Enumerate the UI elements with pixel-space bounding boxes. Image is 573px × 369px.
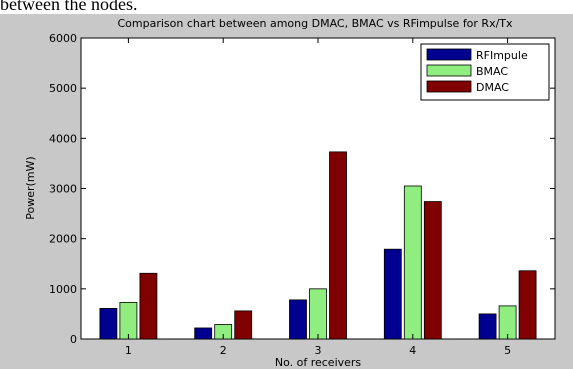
preceding-text: between the nodes. [0, 0, 138, 14]
y-tick-label: 5000 [49, 82, 77, 95]
x-tick-label: 5 [504, 344, 511, 357]
y-axis-label: Power(mW) [24, 156, 37, 219]
legend-swatch-bmac [426, 64, 472, 77]
bar-rfimpule-4 [383, 248, 402, 340]
y-axis: 0 1000 2000 3000 4000 5000 6000 [49, 32, 555, 346]
bars-group [99, 151, 537, 340]
x-tick-label: 2 [220, 344, 227, 357]
bar-bmac-4 [403, 185, 422, 340]
legend-label-dmac: DMAC [476, 81, 509, 94]
bar-rfimpule-5 [478, 313, 497, 340]
x-tick-label: 4 [409, 344, 416, 357]
legend-swatch-rfimpule [426, 48, 472, 61]
legend-label-bmac: BMAC [476, 65, 508, 78]
chart-title: Comparison chart between among DMAC, BMA… [117, 17, 513, 30]
x-axis: 1 2 3 4 5 [125, 38, 511, 357]
x-tick-label: 1 [125, 344, 132, 357]
bar-dmac-3 [329, 151, 347, 340]
y-tick-label: 0 [70, 333, 77, 346]
bar-dmac-1 [139, 272, 158, 340]
bar-rfimpule-3 [289, 299, 307, 340]
y-tick-label: 4000 [49, 132, 77, 145]
bar-bmac-1 [119, 301, 138, 340]
bar-rfimpule-1 [99, 307, 118, 340]
legend-swatch-dmac [426, 80, 472, 93]
legend-label-rfimpule: RFImpule [476, 49, 528, 62]
bar-bmac-3 [309, 288, 327, 340]
y-tick-label: 1000 [49, 283, 77, 296]
bar-dmac-2 [234, 310, 253, 340]
bar-dmac-5 [518, 270, 537, 340]
x-axis-label: No. of receivers [275, 356, 362, 369]
bar-rfimpule-2 [194, 327, 213, 340]
legend: RFImpule BMAC DMAC [420, 43, 550, 101]
bar-dmac-4 [423, 201, 442, 340]
y-tick-label: 2000 [49, 233, 77, 246]
y-tick-label: 3000 [49, 183, 77, 196]
x-tick-label: 3 [315, 344, 322, 357]
y-tick-label: 6000 [49, 32, 77, 45]
